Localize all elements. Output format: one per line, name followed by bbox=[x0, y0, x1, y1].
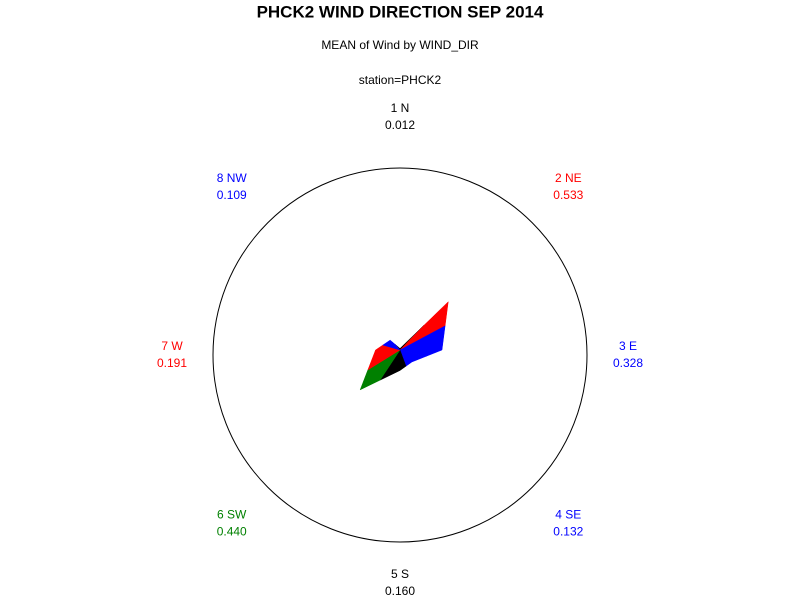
category-label: 5 S bbox=[391, 567, 409, 581]
category-label: 6 SW bbox=[217, 507, 247, 521]
value-label: 0.160 bbox=[385, 584, 415, 598]
category-label: 7 W bbox=[161, 339, 183, 353]
value-label: 0.533 bbox=[553, 188, 583, 202]
value-label: 0.109 bbox=[217, 188, 247, 202]
category-label: 1 N bbox=[391, 101, 410, 115]
category-label: 2 NE bbox=[555, 171, 582, 185]
category-label: 8 NW bbox=[217, 171, 248, 185]
value-label: 0.328 bbox=[613, 356, 643, 370]
value-label: 0.132 bbox=[553, 524, 583, 538]
value-label: 0.440 bbox=[217, 524, 247, 538]
category-label: 3 E bbox=[619, 339, 637, 353]
frame-circle bbox=[212, 167, 588, 543]
category-label: 4 SE bbox=[555, 507, 581, 521]
chart-subtitle: station=PHCK2 bbox=[359, 73, 442, 87]
chart-subtitle: MEAN of Wind by WIND_DIR bbox=[321, 38, 479, 52]
chart-title: PHCK2 WIND DIRECTION SEP 2014 bbox=[257, 2, 544, 21]
wedge bbox=[382, 339, 401, 351]
value-label: 0.012 bbox=[385, 118, 415, 132]
value-label: 0.191 bbox=[157, 356, 187, 370]
